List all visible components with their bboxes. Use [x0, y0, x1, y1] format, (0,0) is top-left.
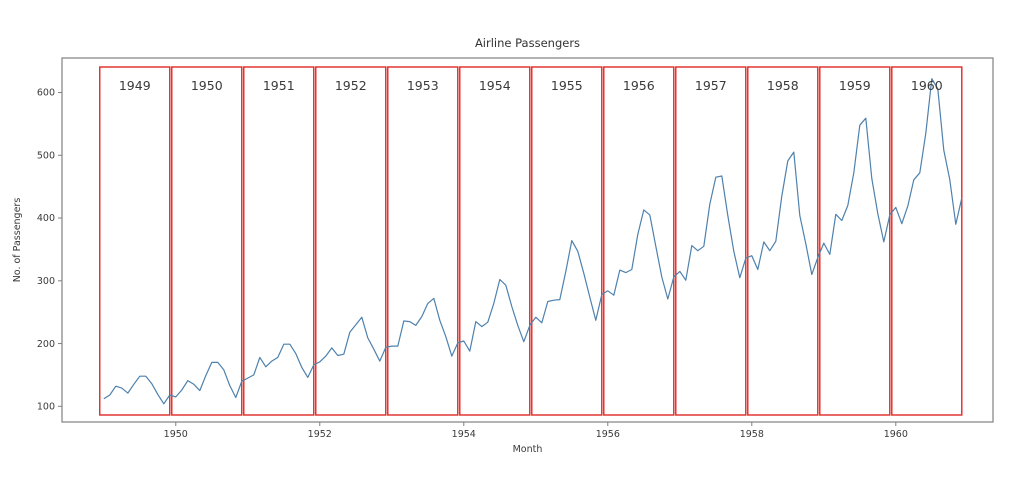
y-tick-label: 100	[37, 402, 55, 413]
year-box-1958	[747, 66, 819, 416]
passengers-line	[103, 78, 963, 405]
year-box-1953	[387, 66, 459, 416]
year-box-label-1954: 1954	[479, 78, 511, 93]
year-box-1950	[171, 66, 243, 416]
x-axis-label: Month	[513, 444, 543, 455]
y-tick-label: 200	[37, 339, 55, 350]
x-tick-label: 1950	[164, 429, 188, 440]
year-box-1957	[675, 66, 747, 416]
year-box-label-1955: 1955	[551, 78, 583, 93]
year-box-1954	[459, 66, 531, 416]
year-box-label-1960: 1960	[911, 78, 943, 93]
x-tick-label: 1952	[308, 429, 332, 440]
year-box-label-1950: 1950	[191, 78, 223, 93]
y-tick-label: 300	[37, 276, 55, 287]
y-tick-label: 500	[37, 150, 55, 161]
year-box-1949	[99, 66, 171, 416]
x-tick-label: 1954	[452, 429, 476, 440]
year-box-1955	[531, 66, 603, 416]
year-box-label-1959: 1959	[839, 78, 871, 93]
year-box-label-1958: 1958	[767, 78, 799, 93]
year-box-label-1957: 1957	[695, 78, 727, 93]
y-tick-label: 600	[37, 88, 55, 99]
year-box-label-1953: 1953	[407, 78, 439, 93]
year-box-1952	[315, 66, 387, 416]
year-box-1951	[243, 66, 315, 416]
x-tick-label: 1958	[740, 429, 764, 440]
year-box-label-1949: 1949	[119, 78, 151, 93]
y-axis-label: No. of Passengers	[12, 198, 23, 283]
chart-title: Airline Passengers	[475, 36, 580, 50]
year-box-1960	[891, 66, 963, 416]
y-tick-label: 400	[37, 213, 55, 224]
plot-area	[61, 57, 994, 423]
x-tick-label: 1956	[596, 429, 620, 440]
x-tick-label: 1960	[884, 429, 908, 440]
year-box-label-1952: 1952	[335, 78, 367, 93]
year-box-1959	[819, 66, 891, 416]
year-box-label-1956: 1956	[623, 78, 655, 93]
year-box-1956	[603, 66, 675, 416]
year-box-label-1951: 1951	[263, 78, 295, 93]
